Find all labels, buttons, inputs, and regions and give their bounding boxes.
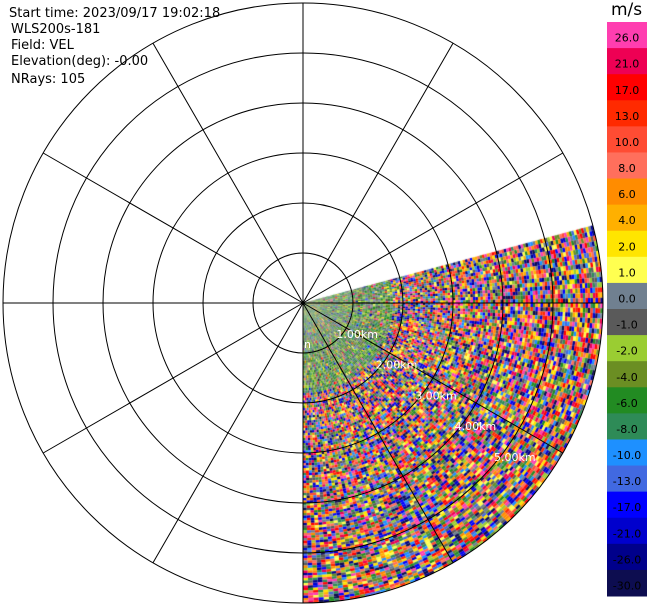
colorbar-tick-label: -26.0 (613, 553, 641, 566)
elevation-label: Elevation(deg): -0.00 (11, 54, 149, 69)
colorbar-tick-label: 10.0 (615, 136, 640, 149)
colorbar-tick-label: 17.0 (615, 84, 640, 97)
azimuth-spoke-330 (152, 42, 304, 304)
azimuth-spoke-240 (42, 302, 304, 454)
colorbar-tick-label: -1.0 (616, 319, 637, 332)
range-ring-label: 3.00km (415, 389, 457, 402)
colorbar-swatch (607, 230, 647, 258)
colorbar-tick-label: -8.0 (616, 423, 637, 436)
colorbar-tick-label: -6.0 (616, 397, 637, 410)
colorbar-tick-label: 26.0 (615, 32, 640, 45)
range-ring-labels: 1.00km 2.00km 3.00km 4.00km 5.00km n (304, 328, 536, 464)
colorbar-swatch (607, 465, 647, 493)
colorbar-tick-label: -10.0 (613, 449, 641, 462)
colorbar-swatch (607, 543, 647, 571)
colorbar-swatch (607, 256, 647, 284)
colorbar-swatch (607, 48, 647, 75)
colorbar-swatch (607, 335, 647, 362)
range-ring-label: 4.00km (455, 420, 497, 433)
colorbar-swatch (607, 491, 647, 519)
colorbar-swatch (607, 439, 647, 467)
range-ring-label: 1.00km (336, 328, 378, 341)
colorbar-unit-label: m/s (611, 0, 643, 20)
azimuth-spoke-120 (302, 302, 564, 454)
azimuth-spoke-60 (302, 152, 564, 304)
colorbar-tick-label: 0.0 (618, 292, 636, 305)
colorbar-swatch (607, 204, 647, 232)
nrays-label: NRays: 105 (11, 72, 86, 87)
colorbar-swatch (607, 126, 647, 153)
colorbar-tick-label: 1.0 (618, 266, 636, 279)
colorbar-swatch (607, 100, 647, 127)
instrument-label: WLS200s-181 (11, 22, 101, 37)
colorbar-tick-label: -4.0 (616, 371, 637, 384)
colorbar-tick-label: 8.0 (618, 162, 636, 175)
colorbar-tick-label: -21.0 (613, 527, 641, 540)
colorbar-tick-label: 6.0 (618, 188, 636, 201)
colorbar-swatch (607, 517, 647, 545)
colorbar-tick-label: 21.0 (615, 58, 640, 71)
range-ring-label: 5.00km (494, 451, 536, 464)
field-label: Field: VEL (11, 38, 74, 53)
colorbar-swatch (607, 74, 647, 101)
range-ring-label: 2.00km (376, 359, 418, 372)
azimuth-spoke-300 (42, 152, 304, 304)
colorbar-tick-label: -13.0 (613, 475, 641, 488)
colorbar-swatch (607, 282, 647, 310)
colorbar-tick-label: 4.0 (618, 214, 636, 227)
azimuth-spokes (3, 3, 603, 603)
colorbar-tick-label: 2.0 (618, 240, 636, 253)
start-time-label: Start time: 2023/09/17 19:02:18 (9, 6, 221, 21)
colorbar-swatch (607, 309, 647, 336)
colorbar-swatch (607, 178, 647, 206)
colorbar-tick-label: -2.0 (616, 345, 637, 358)
azimuth-spoke-210 (152, 302, 304, 564)
colorbar: 26.0 21.0 17.0 13.0 10.0 8.0 6.0 4.0 2.0 1.0 0.0 -1… (607, 22, 647, 597)
center-range-label: n (304, 338, 311, 351)
colorbar-tick-label: -17.0 (613, 501, 641, 514)
colorbar-swatch (607, 413, 647, 440)
colorbar-tick-label: -30.0 (613, 579, 641, 592)
colorbar-swatch (607, 22, 647, 49)
colorbar-tick-label: 13.0 (615, 110, 640, 123)
colorbar-swatch (607, 152, 647, 180)
azimuth-spoke-30 (302, 42, 454, 304)
azimuth-spoke-150 (302, 302, 454, 564)
colorbar-swatch (607, 361, 647, 388)
colorbar-swatch (607, 569, 647, 597)
colorbar-swatch (607, 387, 647, 414)
